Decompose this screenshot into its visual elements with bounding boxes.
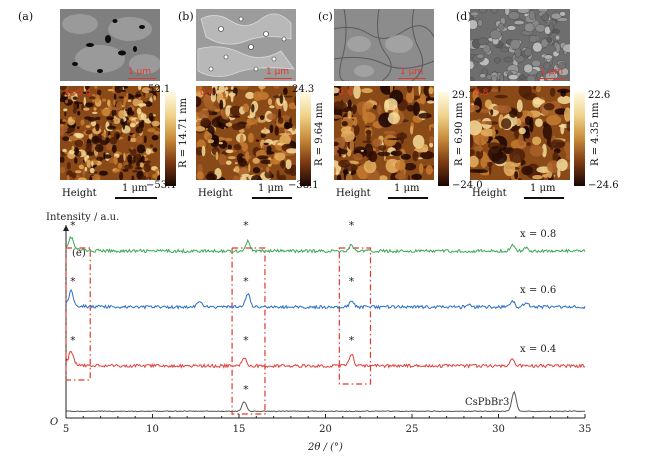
afm-scalebar-a [115,197,157,199]
peak-marker-2: * [349,219,355,232]
afm-image-a: x=0.4 [60,86,160,180]
colorbar-min-a: −53.1 [146,180,177,191]
peak-marker-3: * [70,275,76,288]
afm-image-d: 0.8 [470,86,570,180]
x-tick-label-4: 25 [406,424,419,435]
afm-tag-b: 0.4 [200,88,215,98]
panel-b-label: (b) [178,10,194,23]
sem-scalebar-c [398,78,426,79]
peak-marker-6: * [70,334,76,347]
colorbar-min-c: −24.0 [452,180,483,191]
series-line-2 [65,350,586,369]
height-label-d: Height [472,188,507,199]
height-label-a: Height [62,188,97,199]
peak-marker-5: * [349,275,355,288]
sem-scale-d: 1 μm [540,67,564,77]
height-label-b: Height [198,188,233,199]
afm-scalebar-d [524,197,564,199]
x-tick-label-5: 30 [492,424,505,435]
x-tick-label-3: 20 [319,424,332,435]
peak-marker-9: * [243,383,249,396]
sem-scalebar-d [538,78,566,79]
colorbar-c [438,92,449,186]
y-axis-label: Intensity / a.u. [46,212,119,223]
x-tick-label-2: 15 [233,424,246,435]
x-tick-label-1: 10 [146,424,159,435]
sem-image-b [196,9,296,81]
series-label-3: CsPbBr3 [465,397,509,408]
afm-scalebar-c [388,197,428,199]
peak-marker-1: * [243,219,249,232]
sem-scale-c: 1 μm [400,67,424,77]
peak-marker-7: * [243,334,249,347]
highlight-box [231,247,266,415]
highlight-box [65,247,91,381]
panel-a-label: (a) [18,10,34,23]
series-label-2: x = 0.4 [520,344,556,355]
afm-scale-b: 1 μm [258,183,284,194]
colorbar-min-b: −38.1 [288,180,319,191]
colorbar-min-d: −24.6 [588,180,619,191]
afm-tag-a: x=0.4 [64,88,92,98]
colorbar-max-b: 24.3 [292,84,315,95]
series-line-3 [65,391,586,413]
y-axis-arrow [63,225,69,231]
series-label-1: x = 0.6 [520,285,556,296]
peak-marker-8: * [349,334,355,347]
afm-image-b: 0.4 [196,86,296,180]
series-line-0 [65,235,586,254]
sem-image-c [334,9,434,81]
afm-image-c: 0.6 [334,86,434,180]
panel-e-label: (e) [72,248,86,259]
afm-scale-a: 1 μm [122,183,148,194]
panel-d-label: (d) [456,10,472,23]
sem-scale-a: 1 μm [128,67,152,77]
afm-tag-c: 0.6 [338,88,353,98]
sem-scalebar-a [128,78,156,79]
afm-scalebar-b [252,197,292,199]
origin-label: O [50,417,58,428]
colorbar-max-c: 29.1 [452,90,475,101]
x-tick-label-0: 5 [63,424,69,435]
afm-scale-d: 1 μm [530,183,556,194]
colorbar-max-d: 22.6 [588,90,611,101]
sem-image-a [60,9,160,81]
peak-marker-4: * [243,275,249,288]
series-label-0: x = 0.8 [520,229,556,240]
colorbar-d [574,92,585,186]
afm-tag-d: 0.8 [474,88,489,98]
colorbar-a [165,92,176,186]
x-axis-label: 2θ / (°) [307,442,343,453]
sem-scale-b: 1 μm [266,67,290,77]
sem-image-d [470,9,570,81]
series-line-1 [65,289,586,310]
sem-scalebar-b [264,78,292,79]
x-tick-label-6: 35 [579,424,592,435]
panel-c-label: (c) [318,10,333,23]
peak-marker-0: * [70,219,76,232]
colorbar-max-a: 52.1 [148,84,171,95]
height-label-c: Height [336,188,371,199]
afm-scale-c: 1 μm [394,183,420,194]
colorbar-b [300,92,311,186]
